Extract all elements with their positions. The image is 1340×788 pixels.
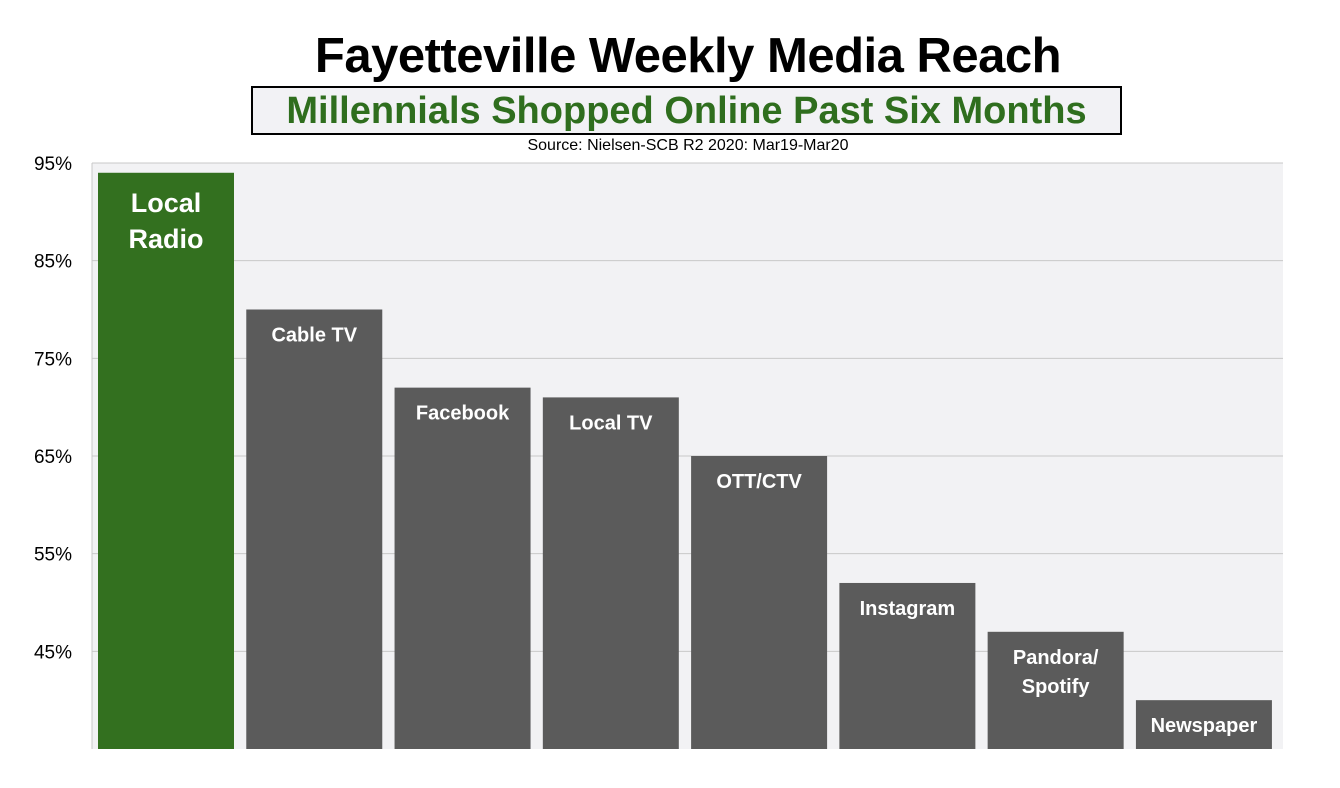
y-tick-label: 75% xyxy=(34,349,72,370)
y-tick-label: 85% xyxy=(34,252,72,273)
y-tick-label: 45% xyxy=(34,642,72,663)
bar-label: Local TV xyxy=(569,412,653,434)
bar-label: Instagram xyxy=(860,598,956,620)
bar-label: Facebook xyxy=(416,403,510,425)
bar xyxy=(246,309,383,749)
y-tick-label: 55% xyxy=(34,545,72,566)
bar xyxy=(542,397,679,749)
bar-label: Radio xyxy=(128,224,203,254)
bar xyxy=(839,582,976,749)
bar xyxy=(691,456,828,749)
bar-label: Spotify xyxy=(1022,676,1091,698)
bar-label: Newspaper xyxy=(1151,715,1258,737)
y-tick-label: 65% xyxy=(34,447,72,468)
y-tick-label: 95% xyxy=(34,154,72,175)
chart-title: Fayetteville Weekly Media Reach xyxy=(314,29,1062,83)
bar-label: Local xyxy=(131,188,202,218)
bar-label: Pandora/ xyxy=(1013,647,1099,669)
bar xyxy=(987,631,1124,749)
chart-source: Source: Nielsen-SCB R2 2020: Mar19-Mar20 xyxy=(527,137,849,154)
bar-label: OTT/CTV xyxy=(716,471,802,493)
bar xyxy=(98,172,234,749)
bar xyxy=(394,387,531,749)
chart-subtitle: Millennials Shopped Online Past Six Mont… xyxy=(251,86,1122,135)
bar-label: Cable TV xyxy=(271,325,357,347)
bar xyxy=(1135,700,1272,749)
